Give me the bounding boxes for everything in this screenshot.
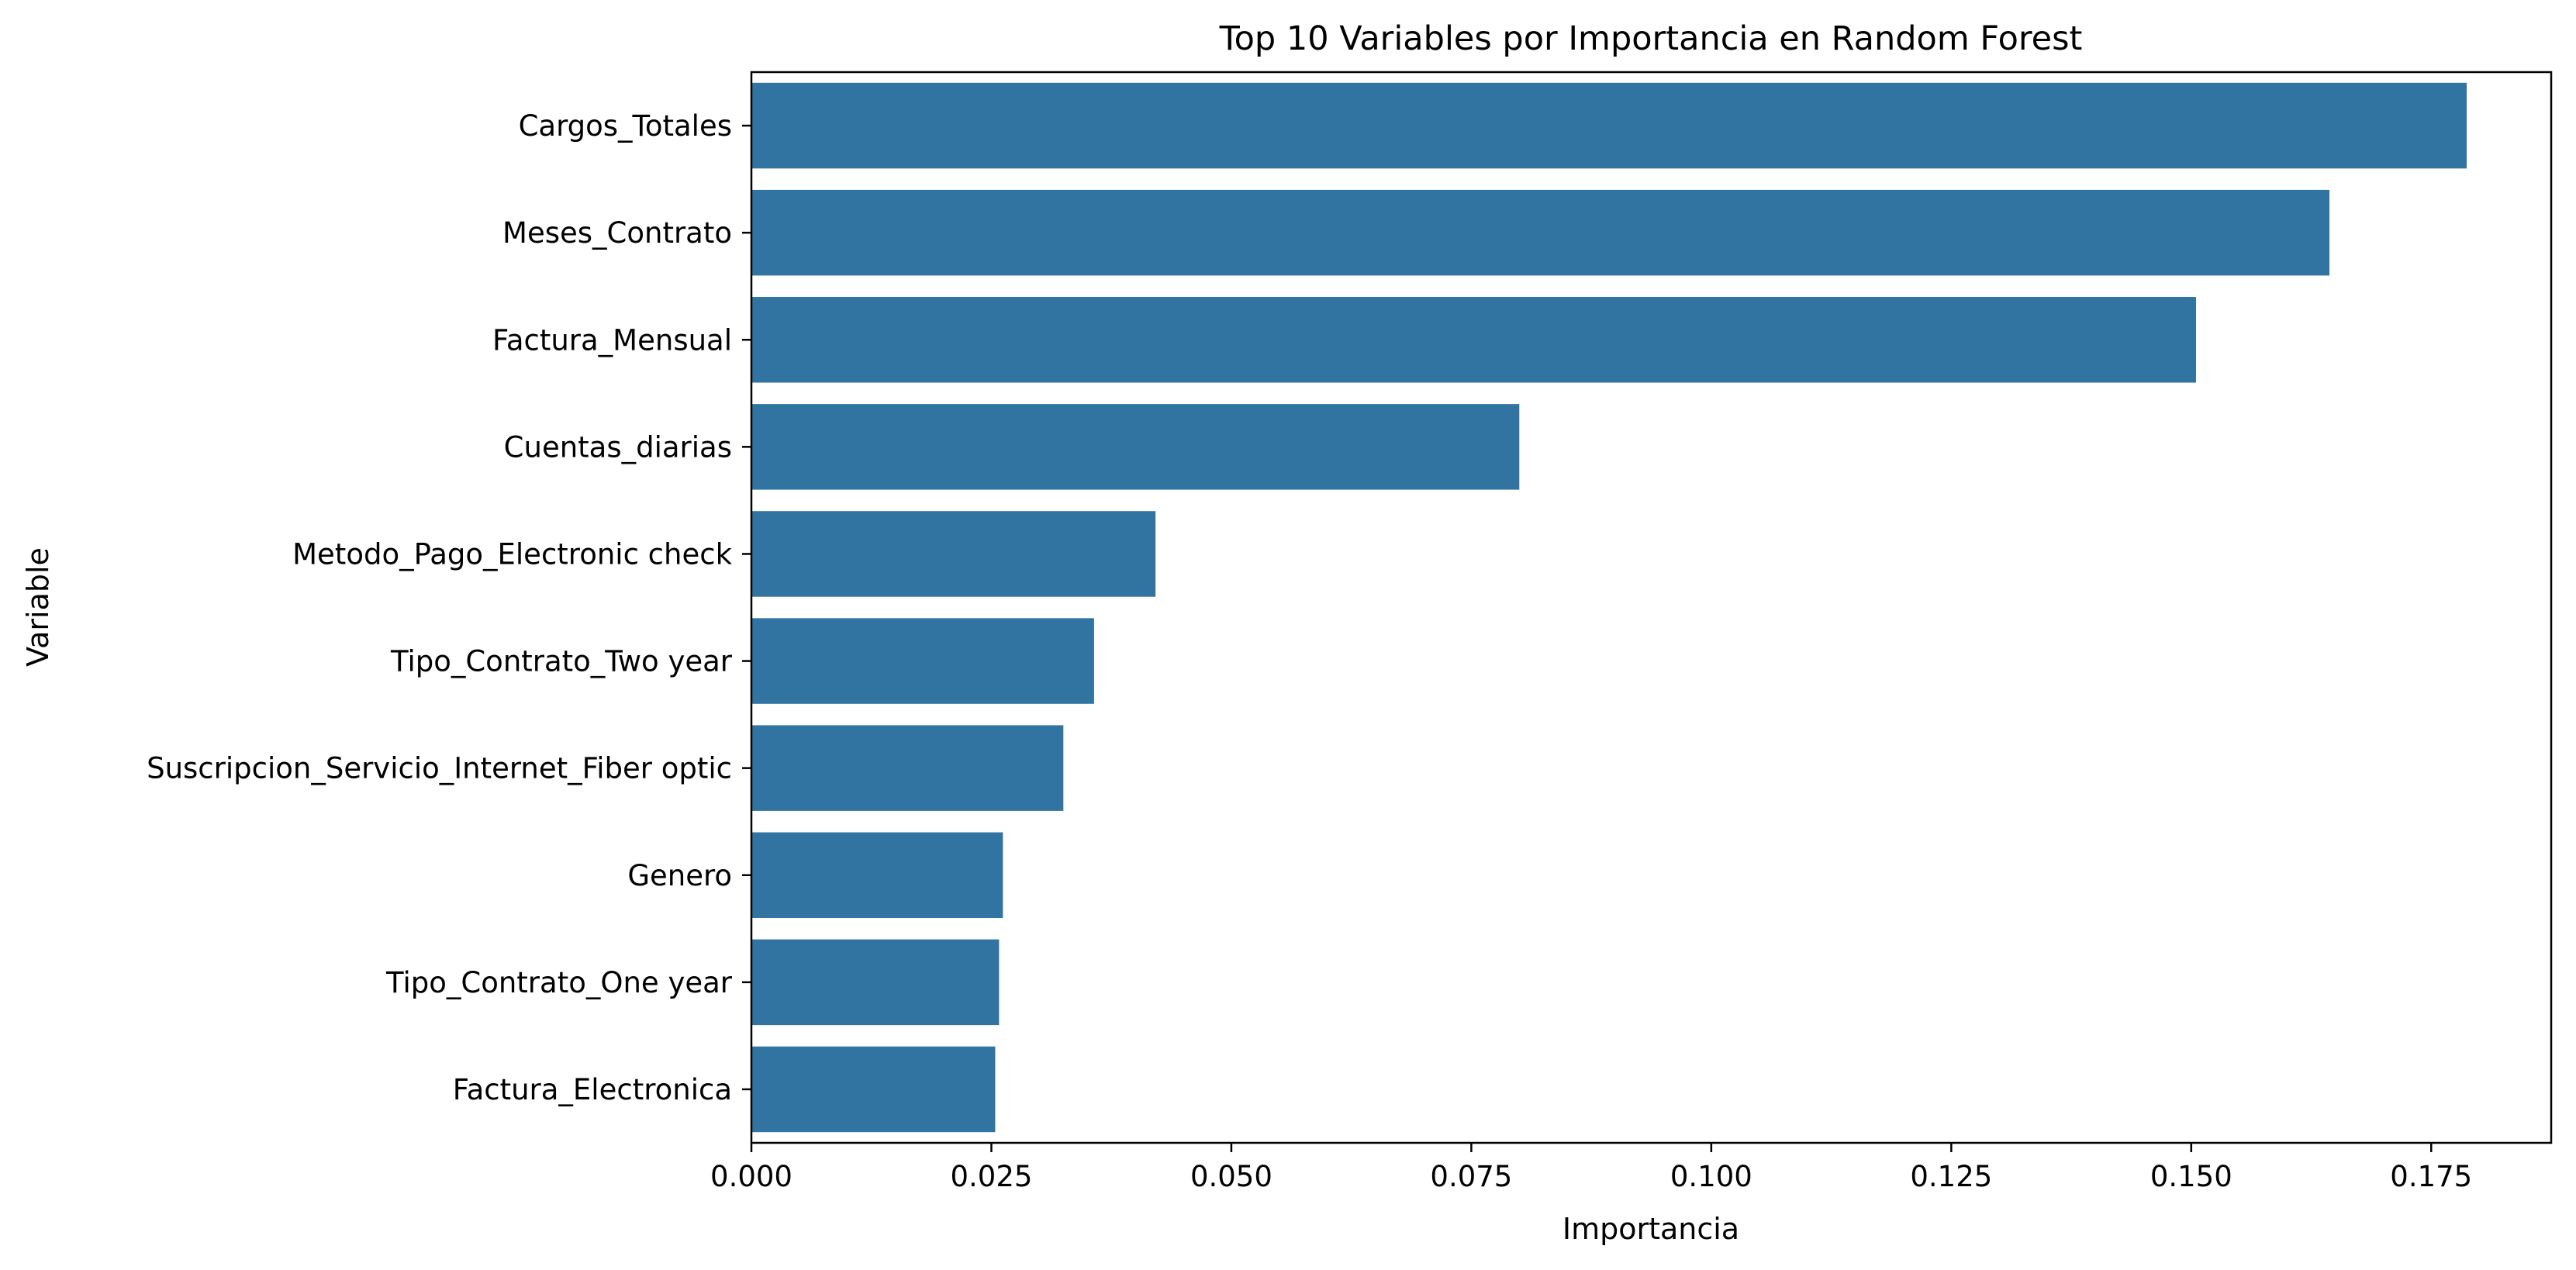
bar-factura-mensual xyxy=(751,297,2196,383)
chart-title: Top 10 Variables por Importancia en Rand… xyxy=(1219,19,2083,58)
bar-cuentas-diarias xyxy=(751,404,1520,490)
x-axis-ticks: 0.000 0.025 0.050 0.075 0.100 0.125 0.150 0.175 xyxy=(710,1143,2472,1193)
y-tick-label: Cargos_Totales xyxy=(519,109,732,143)
x-tick-label: 0.025 xyxy=(950,1160,1032,1193)
bar-suscripcion-servicio-internet-fiber-optic xyxy=(751,725,1064,811)
bar-meses-contrato xyxy=(751,189,2330,276)
bar-genero xyxy=(751,832,1003,918)
y-axis-ticks: Cargos_Totales Meses_Contrato Factura_Mens… xyxy=(147,109,751,1106)
bar-tipo-contrato-one-year xyxy=(751,939,1000,1026)
bar-cargos-totales xyxy=(751,82,2467,169)
y-tick-label: Tipo_Contrato_Two year xyxy=(390,645,733,678)
x-axis-label: Importancia xyxy=(1563,1212,1739,1246)
y-tick-label: Metodo_Pago_Electronic check xyxy=(292,537,732,571)
y-tick-label: Genero xyxy=(627,859,732,892)
x-tick-label: 0.100 xyxy=(1670,1160,1752,1193)
y-tick-label: Tipo_Contrato_One year xyxy=(385,966,733,999)
bar-metodo-pago-electronic-check xyxy=(751,511,1156,597)
y-tick-label: Suscripcion_Servicio_Internet_Fiber opti… xyxy=(147,752,732,785)
x-tick-label: 0.050 xyxy=(1190,1160,1272,1193)
y-tick-label: Factura_Electronica xyxy=(453,1073,732,1106)
x-tick-label: 0.075 xyxy=(1430,1160,1512,1193)
bar-tipo-contrato-two-year xyxy=(751,618,1094,704)
x-tick-label: 0.175 xyxy=(2390,1160,2472,1193)
plot-frame xyxy=(750,71,2553,1144)
x-tick-label: 0.150 xyxy=(2150,1160,2232,1193)
x-tick-label: 0.000 xyxy=(710,1160,792,1193)
y-tick-label: Cuentas_diarias xyxy=(504,430,732,464)
y-axis-label: Variable xyxy=(21,547,55,667)
y-tick-label: Factura_Mensual xyxy=(492,323,732,357)
bar-factura-electronica xyxy=(751,1046,996,1133)
y-tick-label: Meses_Contrato xyxy=(502,216,732,250)
x-tick-label: 0.125 xyxy=(1910,1160,1992,1193)
bars-group xyxy=(751,82,2467,1133)
